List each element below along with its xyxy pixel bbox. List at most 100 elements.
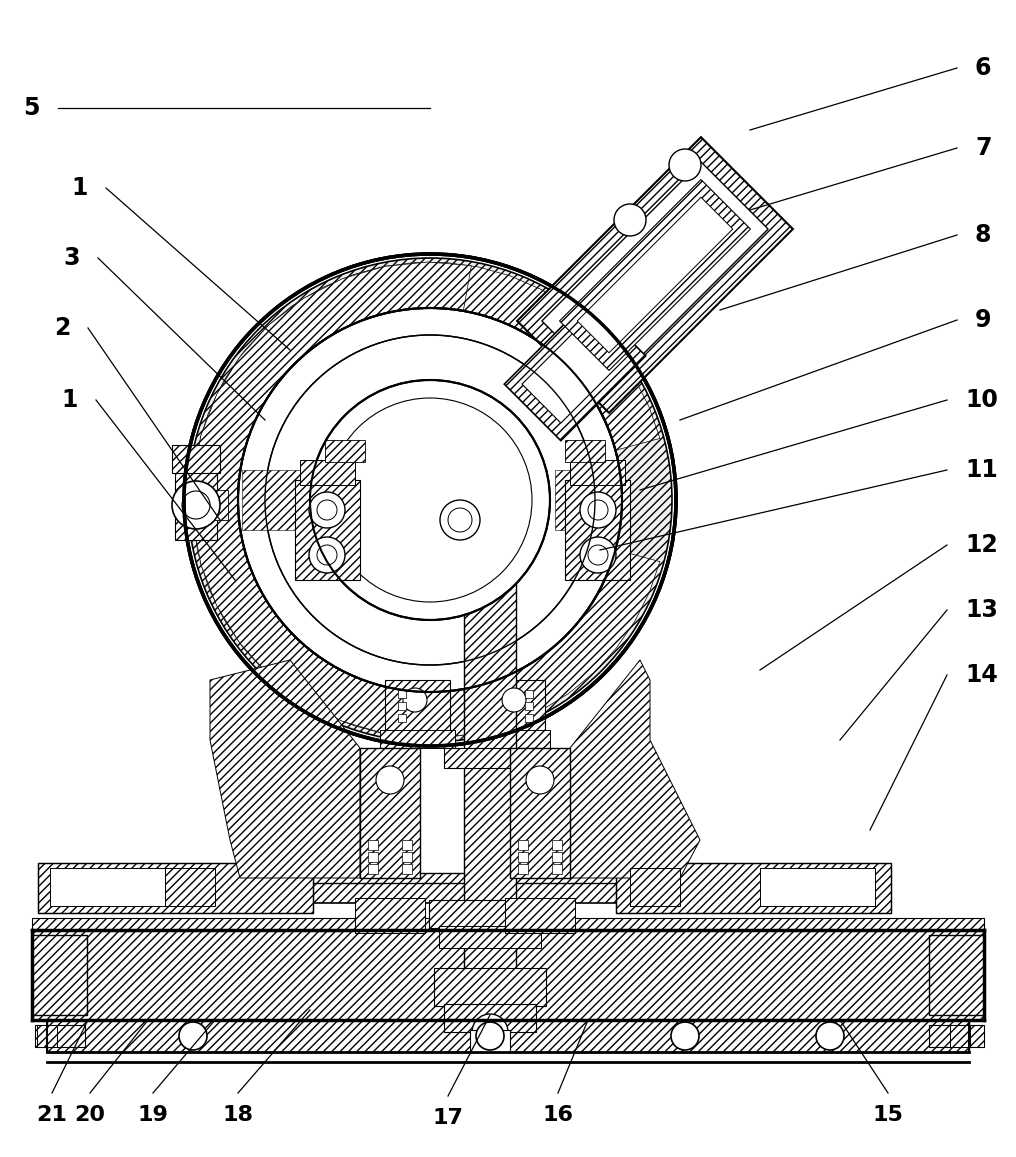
Text: 13: 13	[965, 598, 998, 622]
Bar	[50, 868, 165, 906]
Circle shape	[309, 537, 345, 573]
Circle shape	[172, 481, 220, 529]
Bar	[565, 480, 630, 580]
Polygon shape	[504, 300, 646, 441]
Bar	[518, 864, 528, 874]
Circle shape	[448, 508, 472, 532]
Bar	[616, 863, 891, 913]
Circle shape	[310, 379, 550, 620]
Polygon shape	[517, 138, 792, 413]
Text: 12: 12	[965, 533, 998, 557]
Bar	[929, 1025, 985, 1047]
Bar	[470, 1030, 510, 1052]
Circle shape	[588, 500, 608, 519]
Bar	[35, 1025, 85, 1047]
Polygon shape	[242, 470, 305, 530]
Bar	[950, 1025, 970, 1047]
Bar	[368, 864, 378, 874]
Polygon shape	[200, 548, 659, 737]
Bar	[385, 680, 450, 735]
Text: 16: 16	[543, 1105, 573, 1125]
Bar	[630, 868, 680, 906]
Bar	[165, 868, 215, 906]
Polygon shape	[193, 266, 397, 735]
Bar	[505, 898, 575, 933]
Circle shape	[580, 492, 616, 528]
Polygon shape	[542, 162, 768, 388]
Text: 10: 10	[965, 388, 998, 412]
Bar	[480, 680, 545, 735]
Text: 2: 2	[54, 316, 70, 340]
Bar	[38, 863, 313, 913]
Bar	[760, 868, 875, 906]
Polygon shape	[210, 659, 360, 878]
Bar	[31, 918, 985, 931]
Text: 17: 17	[433, 1108, 463, 1128]
Bar	[360, 747, 420, 878]
Circle shape	[328, 398, 532, 602]
Bar	[552, 864, 562, 874]
Circle shape	[588, 545, 608, 565]
Text: 3: 3	[63, 246, 80, 270]
Bar	[510, 747, 570, 878]
Wedge shape	[188, 258, 672, 742]
Bar	[552, 852, 562, 862]
Bar	[380, 730, 455, 747]
Bar	[570, 460, 625, 485]
Bar	[175, 470, 217, 540]
Bar	[429, 900, 551, 928]
Bar	[31, 935, 87, 1015]
Circle shape	[580, 537, 616, 573]
Bar	[368, 840, 378, 850]
Circle shape	[184, 255, 676, 746]
Bar	[398, 690, 406, 698]
Bar	[518, 840, 528, 850]
Bar	[398, 702, 406, 710]
Text: 14: 14	[965, 663, 998, 687]
Bar	[565, 440, 605, 462]
Circle shape	[317, 500, 337, 519]
Circle shape	[671, 1022, 699, 1051]
Polygon shape	[193, 261, 471, 738]
Text: 1: 1	[62, 388, 78, 412]
Text: 20: 20	[74, 1105, 106, 1125]
Circle shape	[440, 500, 480, 540]
Circle shape	[238, 308, 622, 692]
Circle shape	[179, 1022, 207, 1051]
Bar	[444, 1004, 536, 1032]
Text: 5: 5	[23, 96, 40, 120]
Bar	[402, 840, 412, 850]
Bar	[525, 702, 533, 710]
Bar	[616, 863, 891, 913]
Text: 18: 18	[223, 1105, 254, 1125]
Circle shape	[526, 766, 554, 794]
Circle shape	[317, 545, 337, 565]
Bar	[47, 1020, 969, 1052]
Bar	[444, 747, 536, 768]
Bar	[368, 852, 378, 862]
Circle shape	[816, 1022, 844, 1051]
Text: 1: 1	[71, 176, 88, 200]
Circle shape	[669, 149, 701, 180]
Bar	[402, 852, 412, 862]
Bar	[929, 935, 985, 1015]
Circle shape	[614, 204, 646, 236]
Bar	[518, 852, 528, 862]
Wedge shape	[188, 258, 672, 742]
Bar	[525, 690, 533, 698]
Bar	[355, 898, 425, 933]
Bar	[295, 480, 360, 580]
Bar	[439, 926, 541, 948]
Polygon shape	[200, 263, 659, 451]
Circle shape	[502, 688, 526, 712]
Text: 9: 9	[975, 308, 992, 332]
Bar	[37, 1025, 57, 1047]
Bar	[434, 968, 546, 1005]
Circle shape	[403, 688, 427, 712]
Bar	[402, 864, 412, 874]
Bar	[300, 460, 355, 485]
Bar	[310, 878, 620, 902]
Bar	[208, 491, 228, 519]
Bar	[464, 580, 516, 1020]
Polygon shape	[560, 179, 751, 370]
